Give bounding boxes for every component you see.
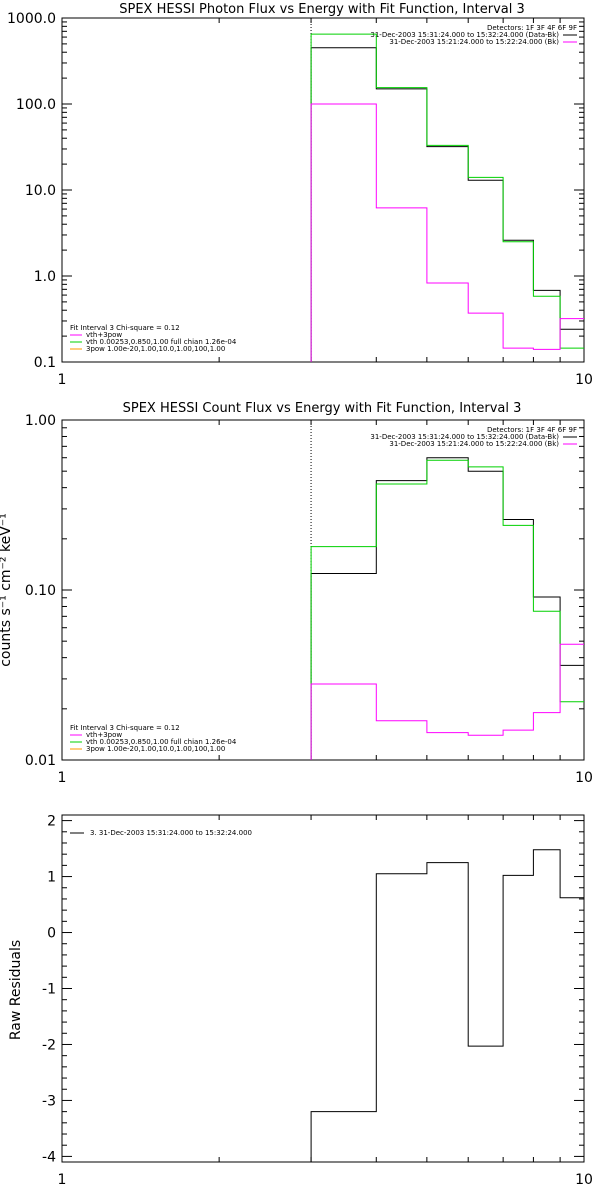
x-tick-label: 10 [575, 372, 593, 388]
legend-entry: Fit Interval 3 Chi-square = 0.12 [70, 324, 180, 332]
y-tick-label: -2 [42, 1037, 56, 1053]
legend-entry: 3pow 1.00e-20,1.00,10.0,1.00,100,1.00 [86, 745, 225, 753]
legend-entry: vth 0.00253,0.850,1.00 full chian 1.26e-… [86, 738, 237, 746]
photon-flux-legend-bottom: Fit Interval 3 Chi-square = 0.12vth+3pow… [70, 324, 237, 353]
count-flux-ylabel: counts s⁻¹ cm⁻² keV⁻¹ [0, 513, 14, 667]
residuals-panel: Raw Residuals 3. 31-Dec-2003 15:31:24.00… [8, 814, 593, 1188]
x-tick-label: 10 [575, 770, 593, 786]
legend-entry: 3. 31-Dec-2003 15:31:24.000 to 15:32:24.… [90, 829, 252, 837]
series-line [310, 459, 584, 760]
legend-entry: 31-Dec-2003 15:31:24.000 to 15:32:24.000… [370, 433, 559, 441]
x-tick-label: 1 [58, 1172, 67, 1188]
x-tick-label: 1 [58, 770, 67, 786]
legend-entry: Detectors: 1F 3F 4F 6F 9F [487, 24, 577, 32]
photon-flux-panel: SPEX HESSI Photon Flux vs Energy with Fi… [7, 2, 593, 388]
count-flux-panel: SPEX HESSI Count Flux vs Energy with Fit… [0, 401, 593, 786]
y-tick-label: -1 [42, 982, 56, 998]
y-tick-label: 1.0 [34, 269, 56, 285]
y-tick-label: -4 [42, 1149, 56, 1165]
x-tick-label: 1 [58, 372, 67, 388]
y-tick-label: 0 [47, 926, 56, 942]
y-tick-label: 1.00 [25, 413, 56, 429]
y-tick-label: 100.0 [16, 97, 56, 113]
y-tick-label: 0.01 [25, 753, 56, 769]
legend-entry: vth+3pow [86, 731, 122, 739]
y-tick-label: 0.1 [34, 355, 56, 371]
legend-entry: vth+3pow [86, 331, 122, 339]
legend-entry: 3pow 1.00e-20,1.00,10.0,1.00,100,1.00 [86, 345, 225, 353]
x-tick-label: 10 [575, 1172, 593, 1188]
y-tick-label: 0.10 [25, 583, 56, 599]
residuals-ylabel: Raw Residuals [8, 940, 24, 1040]
y-tick-label: 1000.0 [7, 11, 56, 27]
series-line [310, 103, 584, 362]
y-tick-label: 10.0 [25, 183, 56, 199]
y-tick-label: 2 [47, 814, 56, 830]
count-flux-legend-bottom: Fit Interval 3 Chi-square = 0.12vth+3pow… [70, 724, 237, 753]
legend-entry: 31-Dec-2003 15:31:24.000 to 15:32:24.000… [370, 31, 559, 39]
count-flux-title: SPEX HESSI Count Flux vs Energy with Fit… [123, 401, 522, 416]
series-line [310, 643, 584, 760]
legend-entry: Fit Interval 3 Chi-square = 0.12 [70, 724, 180, 732]
legend-entry: 31-Dec-2003 15:21:24.000 to 15:22:24.000… [389, 38, 559, 46]
series-line [310, 33, 584, 362]
legend-entry: vth 0.00253,0.850,1.00 full chian 1.26e-… [86, 338, 237, 346]
legend-entry: Detectors: 1F 3F 4F 6F 9F [487, 426, 577, 434]
legend-entry: 31-Dec-2003 15:21:24.000 to 15:22:24.000… [389, 440, 559, 448]
y-tick-label: 1 [47, 870, 56, 886]
residuals-legend-top: 3. 31-Dec-2003 15:31:24.000 to 15:32:24.… [70, 829, 252, 837]
photon-flux-title: SPEX HESSI Photon Flux vs Energy with Fi… [119, 2, 525, 17]
series-line [310, 849, 584, 1162]
y-tick-label: -3 [42, 1093, 56, 1109]
